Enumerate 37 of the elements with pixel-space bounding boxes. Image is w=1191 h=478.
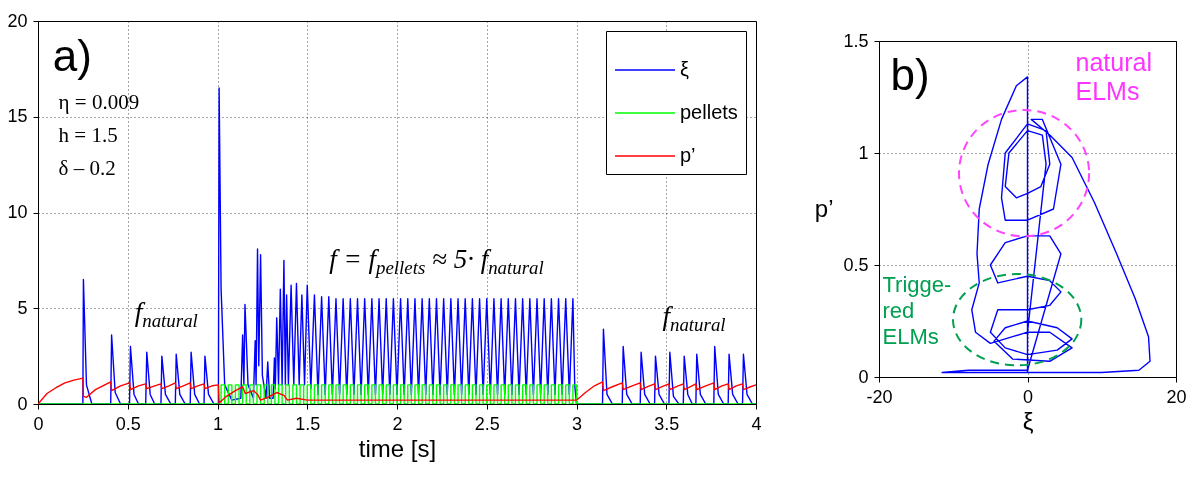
x-tick-label: 0: [33, 413, 44, 434]
annotation: η = 0.009: [58, 90, 140, 116]
legend-label: ξ: [680, 58, 689, 80]
x-tick-label: 4: [751, 413, 762, 434]
x-tick-label: 3: [571, 413, 583, 434]
x-tick-label: 0.5: [115, 413, 141, 434]
annotation: f$_{natural}$: [134, 297, 198, 332]
x-tick-label: 1: [212, 413, 224, 434]
annotation: a): [52, 31, 92, 82]
x-tick-label: 2: [392, 413, 403, 434]
y-tick-label: 20: [7, 10, 28, 31]
y-tick-label: 0.5: [843, 254, 869, 275]
y-tick-label: 15: [7, 106, 28, 127]
annotation: Trigge-red ELMs: [882, 271, 952, 350]
x-tick-label: 1.5: [295, 413, 321, 434]
annotation: f$_{natural}$: [662, 301, 726, 336]
y-axis-title: p’: [814, 194, 834, 222]
annotation: f = f$_{pellets}$ ≈ 5· f$_{natural}$: [329, 243, 544, 279]
y-tick-label: 1: [858, 142, 869, 163]
x-tick-label: -20: [866, 386, 893, 407]
line-series: [38, 377, 756, 404]
x-tick-label: 3.5: [654, 413, 680, 434]
x-tick-label: 0: [1022, 386, 1034, 407]
annotation: natural ELMs: [1075, 48, 1152, 107]
annotation: δ – 0.2: [58, 155, 116, 181]
y-tick-label: 0: [858, 366, 869, 387]
y-tick-label: 10: [7, 202, 28, 222]
annotation: h = 1.5: [58, 122, 118, 148]
annotation: b): [890, 49, 930, 100]
x-axis-title: time [s]: [358, 434, 437, 462]
y-tick-label: 1.5: [843, 30, 869, 51]
legend-label: p’: [680, 144, 696, 166]
legend-label: pellets: [680, 101, 738, 123]
x-axis-title: ξ: [1022, 407, 1034, 435]
x-tick-label: 2.5: [474, 413, 500, 434]
x-tick-label: 20: [1166, 386, 1187, 407]
y-tick-label: 5: [17, 297, 28, 318]
